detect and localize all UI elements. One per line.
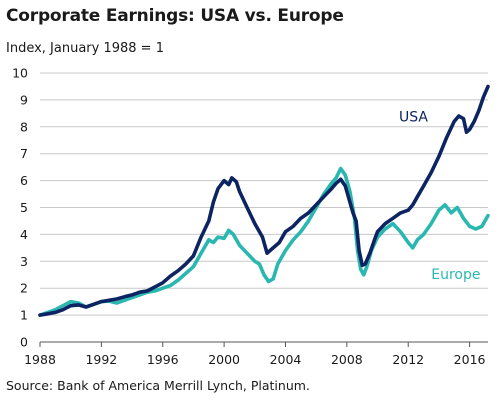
x-tick-label: 1988	[24, 352, 56, 367]
x-tick-label: 2016	[454, 352, 486, 367]
y-tick-label: 6	[20, 173, 28, 188]
series-lines	[38, 84, 490, 317]
series-line-usa	[38, 84, 490, 317]
series-label-europe: Europe	[431, 267, 480, 283]
y-tick-label: 9	[20, 92, 28, 107]
series-line-europe	[38, 166, 490, 317]
x-tick-label: 2000	[208, 352, 240, 367]
grid-lines	[40, 72, 488, 343]
y-axis-label: Index, January 1988 = 1	[6, 41, 164, 56]
y-tick-label: 2	[20, 281, 28, 296]
source-note: Source: Bank of America Merrill Lynch, P…	[6, 378, 310, 393]
y-tick-label: 5	[20, 200, 28, 215]
x-tick-label: 2004	[270, 352, 302, 367]
y-tick-label: 1	[20, 308, 28, 323]
x-axis-ticks: 1988 1992 1996 2000 2004 2008 2012 2016	[24, 342, 486, 367]
y-tick-label: 4	[20, 227, 28, 242]
x-tick-label: 1996	[147, 352, 179, 367]
y-tick-label: 0	[20, 335, 28, 350]
chart-title: Corporate Earnings: USA vs. Europe	[6, 6, 344, 26]
x-tick-label: 2012	[392, 352, 424, 367]
series-labels: USA Europe	[399, 109, 480, 282]
y-tick-label: 7	[20, 146, 28, 161]
x-tick-label: 1992	[85, 352, 117, 367]
y-axis-ticks: 0 1 2 3 4 5 6 7 8 9 10	[12, 66, 28, 350]
series-label-usa: USA	[399, 109, 428, 125]
x-tick-label: 2008	[331, 352, 363, 367]
y-tick-label: 8	[20, 119, 28, 134]
y-tick-label: 10	[12, 66, 28, 81]
y-tick-label: 3	[20, 254, 28, 269]
